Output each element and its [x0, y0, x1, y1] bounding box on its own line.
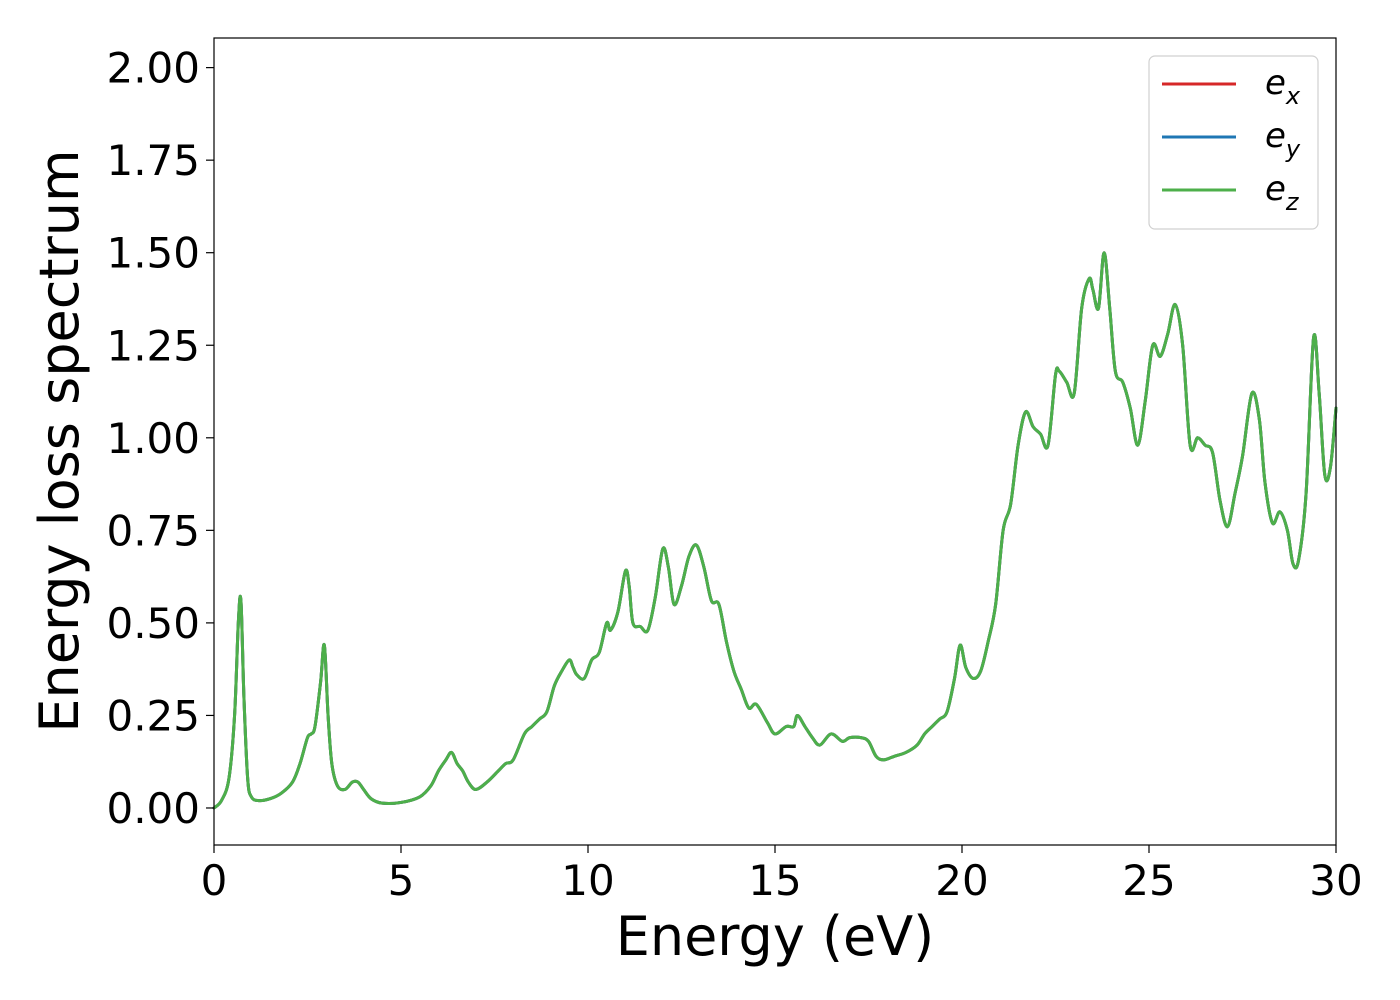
- y-tick-label: 2.00: [106, 44, 200, 93]
- x-tick-label: 25: [1122, 856, 1175, 905]
- y-tick-label: 1.75: [106, 136, 200, 185]
- x-axis-ticks: 0 5 10 15 20 25 30: [201, 845, 1363, 905]
- legend-label-base: e: [1265, 63, 1286, 103]
- y-tick-label: 1.25: [106, 321, 200, 370]
- series-line-ez: [212, 251, 1338, 810]
- legend-label-ez: ez: [1265, 169, 1300, 216]
- series-layer: [212, 251, 1338, 810]
- y-tick-label: 0.50: [106, 599, 200, 648]
- x-tick-label: 20: [935, 856, 988, 905]
- legend-label-base: e: [1265, 169, 1286, 209]
- x-tick-label: 0: [201, 856, 228, 905]
- y-tick-label: 0.75: [106, 506, 200, 555]
- x-axis-title: Energy (eV): [616, 905, 935, 968]
- legend-label-ex: ex: [1265, 63, 1301, 110]
- y-tick-label: 0.00: [106, 784, 200, 833]
- y-tick-label: 1.00: [106, 414, 200, 463]
- y-axis-title: Energy loss spectrum: [28, 149, 91, 732]
- legend-label-base: e: [1265, 116, 1286, 156]
- x-tick-label: 15: [748, 856, 801, 905]
- legend-box: [1148, 55, 1319, 230]
- y-tick-label: 1.50: [106, 229, 200, 278]
- x-tick-label: 10: [561, 856, 614, 905]
- legend-label-subscript: y: [1285, 135, 1301, 163]
- y-axis-ticks: 0.00 0.25 0.50 0.75 1.00 1.25 1.50 1.75 2.00: [106, 44, 214, 833]
- legend-label-subscript: x: [1285, 82, 1301, 110]
- y-tick-label: 0.25: [106, 691, 200, 740]
- x-tick-label: 30: [1309, 856, 1362, 905]
- legend-label-ey: ey: [1265, 116, 1301, 163]
- legend-label-subscript: z: [1285, 188, 1300, 216]
- x-tick-label: 5: [388, 856, 415, 905]
